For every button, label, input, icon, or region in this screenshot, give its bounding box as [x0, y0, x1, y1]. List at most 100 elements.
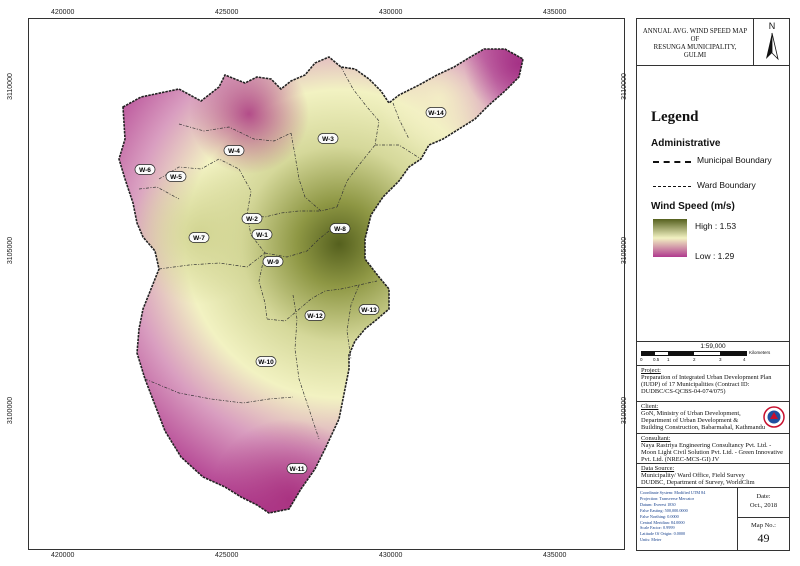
scale-block: 1:59,000 Kilometers 0 0.5 1 2 3 4	[637, 341, 789, 366]
ward-label-badge	[262, 256, 284, 267]
data-source-line-1: Municipality/ Ward Office, Field Survey	[641, 472, 745, 479]
client-block: Client: GoN, Ministry of Urban Developme…	[637, 401, 789, 434]
client-line-1: GoN, Ministry of Urban Development,	[641, 410, 741, 417]
consultant-label: Consultant:	[641, 435, 671, 442]
wind-speed-raster	[119, 49, 523, 513]
x-tick-top-1: 420000	[51, 9, 75, 16]
client-line-2: Department of Urban Development &	[641, 417, 739, 424]
title-line-1: ANNUAL AVG. WIND SPEED MAP OF	[642, 28, 748, 43]
title-block: ANNUAL AVG. WIND SPEED MAP OF RESUNGA MU…	[637, 19, 789, 66]
client-label: Client:	[641, 403, 659, 410]
legend-wind-speed: Wind Speed (m/s)	[651, 201, 735, 212]
x-tick-bottom-2: 425000	[215, 552, 239, 559]
legend-block: Legend Administrative Municipal Boundary…	[637, 65, 789, 342]
project-block: Project: Preparation of Integrated Urban…	[637, 365, 789, 402]
ward-label-badge	[165, 171, 187, 182]
date-block: Date: Oct., 2018	[738, 487, 789, 518]
data-source-block: Data Source: Municipality/ Ward Office, …	[637, 463, 789, 488]
ward-label-w-12: W-12	[307, 313, 323, 320]
x-tick-bottom-3: 430000	[379, 552, 403, 559]
ward-label-w-8: W-8	[334, 226, 346, 233]
title-line-3: GULMI	[683, 52, 707, 59]
legend-low: Low : 1.29	[695, 251, 735, 261]
map-sidebar: ANNUAL AVG. WIND SPEED MAP OF RESUNGA MU…	[636, 18, 790, 551]
map-number-label: Map No.:	[751, 522, 776, 529]
legend-heading: Legend	[651, 109, 699, 125]
coordinate-lines: Coordinate System: Modified UTM 84 Projec…	[640, 490, 705, 543]
legend-ward-boundary: Ward Boundary	[697, 180, 756, 190]
ward-label-badge	[304, 310, 326, 321]
date-value: Oct., 2018	[749, 502, 778, 509]
legend-administrative: Administrative	[651, 138, 721, 149]
coordinate-line: Units: Meter	[640, 537, 662, 543]
ward-label-badge	[251, 229, 273, 240]
ward-label-badge	[329, 223, 351, 234]
scale-ratio: 1:59,000	[700, 343, 726, 350]
x-tick-top-2: 425000	[215, 9, 239, 16]
date-label: Date:	[756, 493, 771, 500]
client-line-3: Building Construction, Babarmahal, Kathm…	[641, 424, 766, 431]
coordinate-line: False Easting: 500,000.0000	[640, 507, 688, 513]
wind-speed-color-ramp	[653, 219, 687, 257]
ward-label-badge	[188, 232, 210, 243]
y-tick-right-2: 3105000	[621, 236, 629, 265]
ward-label-badge	[255, 356, 277, 367]
ward-label-w-14: W-14	[428, 110, 444, 117]
ward-label-w-10: W-10	[258, 359, 274, 366]
x-tick-bottom-4: 435000	[543, 552, 567, 559]
municipal-boundary-swatch	[653, 161, 691, 163]
project-label: Project:	[641, 367, 661, 374]
y-tick-left-1: 3110000	[6, 73, 14, 100]
map-title: ANNUAL AVG. WIND SPEED MAP OF RESUNGA MU…	[639, 28, 751, 60]
ward-label-w-2: W-2	[246, 216, 258, 223]
map-canvas: W-14 W-3 W-4 W-6 W-5 W-2 W-1 W-8 W-7 W-9 W-12 W-13 W…	[118, 48, 524, 514]
data-source-line-2: DUDBC, Department of Survey, WorldClim	[641, 479, 755, 486]
ward-label-w-7: W-7	[193, 235, 205, 242]
x-tick-top-3: 430000	[379, 9, 403, 16]
ward-label-badge	[317, 133, 339, 144]
north-arrow-icon	[766, 32, 779, 61]
scale-tick-0: 0	[640, 357, 643, 362]
ward-label-badge	[134, 164, 156, 175]
coordinate-line: Datum: Everest 1830	[640, 501, 676, 507]
scale-tick-2: 2	[693, 357, 696, 362]
scale-tick-3: 3	[719, 357, 722, 362]
north-arrow: N	[753, 19, 790, 65]
coordinate-info: Coordinate System: Modified UTM 84 Projec…	[637, 487, 738, 550]
consultant-block: Consultant: Naya Rastriya Engineering Co…	[637, 433, 789, 464]
scale-tick-1: 1	[667, 357, 670, 362]
coordinate-line: Scale Factor: 0.9999	[640, 525, 675, 531]
municipal-boundary	[118, 48, 524, 514]
ward-label-w-3: W-3	[322, 136, 334, 143]
ward-label-w-4: W-4	[228, 148, 240, 155]
scale-bar	[641, 351, 747, 356]
ward-label-badge	[358, 304, 380, 315]
map-number-block: Map No.: 49	[738, 518, 789, 550]
ward-boundaries	[138, 66, 422, 440]
ward-label-w-11: W-11	[289, 466, 304, 473]
ward-label-w-1: W-1	[256, 232, 268, 239]
ward-label-w-13: W-13	[361, 307, 377, 314]
y-tick-right-1: 3110000	[620, 73, 628, 100]
nepal-government-emblem	[763, 406, 785, 428]
ward-labels: W-14 W-3 W-4 W-6 W-5 W-2 W-1 W-8 W-7 W-9 W-12 W-13 W…	[134, 107, 447, 474]
ward-label-w-9: W-9	[267, 259, 279, 266]
ward-label-badge	[286, 463, 308, 474]
ward-label-badge	[425, 107, 447, 118]
consultant-text: Naya Rastriya Engineering Consultancy Pv…	[641, 442, 784, 464]
coordinate-line: Coordinate System: Modified UTM 84	[640, 490, 706, 495]
scale-tick-05: 0.5	[653, 357, 660, 362]
scale-unit: Kilometers	[749, 350, 771, 355]
coordinate-line: Projection: Transverse Mercator	[640, 495, 694, 501]
x-tick-bottom-1: 420000	[51, 552, 75, 559]
x-tick-top-4: 435000	[543, 9, 567, 16]
coordinate-line: Central Meridian: 84.0000	[640, 519, 685, 525]
y-tick-right-3: 3100000	[621, 396, 629, 425]
ward-label-w-5: W-5	[170, 174, 182, 181]
legend-high: High : 1.53	[695, 221, 737, 231]
ward-boundary-swatch	[653, 186, 691, 187]
map-frame: W-14 W-3 W-4 W-6 W-5 W-2 W-1 W-8 W-7 W-9 W-12 W-13 W…	[7, 9, 629, 559]
coordinate-line: Latitude Of Origin: 0.0000	[640, 531, 686, 537]
map-number-value: 49	[757, 531, 770, 545]
ward-label-badge	[223, 145, 245, 156]
